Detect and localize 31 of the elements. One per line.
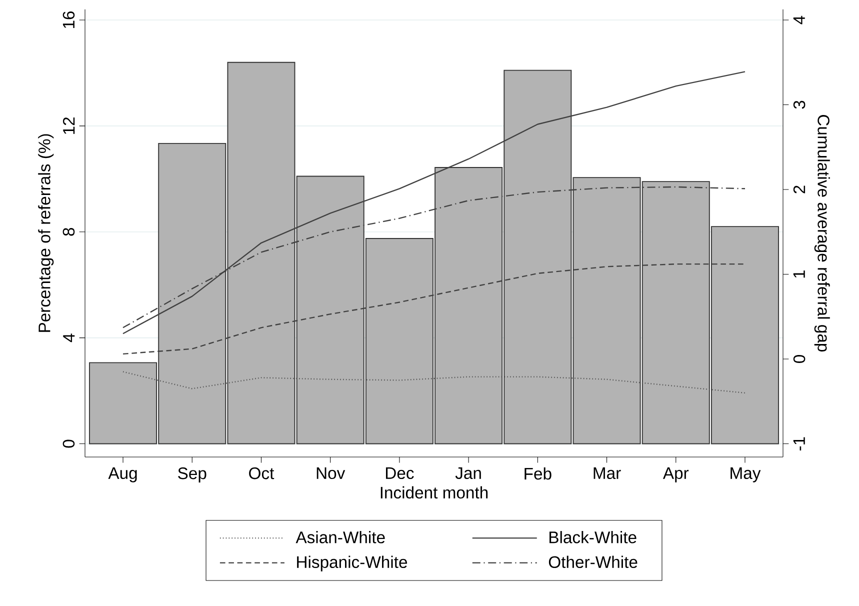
x-tick-label: Dec bbox=[386, 467, 414, 480]
y2-tick-label: 1 bbox=[793, 270, 805, 278]
x-tick-label: Feb bbox=[524, 467, 552, 480]
y2-tick-label: 0 bbox=[793, 355, 806, 364]
y-tick-label: 8 bbox=[62, 228, 75, 236]
y-tick-label: 12 bbox=[62, 118, 75, 134]
y2-tick-label: 4 bbox=[793, 16, 805, 24]
y-tick-label: 4 bbox=[63, 334, 75, 342]
x-tick-label: May bbox=[730, 467, 761, 482]
y2-tick-label: -1 bbox=[793, 437, 805, 450]
y2-tick-label: 3 bbox=[793, 100, 806, 109]
y-tick-label: 0 bbox=[62, 440, 75, 448]
y2-axis-title: Cumulative average referral gap bbox=[814, 114, 830, 352]
x-tick-label: Apr bbox=[662, 467, 689, 482]
x-tick-label: Sep bbox=[178, 467, 206, 482]
line-series bbox=[122, 263, 746, 355]
x-tick-label: Nov bbox=[316, 467, 346, 480]
y-axis-title: Percentage of referrals (%) bbox=[38, 134, 54, 332]
x-axis-title: Incident month bbox=[380, 486, 488, 499]
legend-label: Other-White bbox=[548, 556, 638, 568]
x-tick-label: Jan bbox=[455, 467, 481, 480]
y-tick-label: 16 bbox=[62, 11, 75, 28]
line-series bbox=[122, 371, 746, 394]
legend-label: Black-White bbox=[550, 531, 636, 544]
y2-tick-label: 2 bbox=[793, 186, 806, 194]
line-series bbox=[122, 71, 746, 334]
legend-label: Asian-White bbox=[296, 531, 385, 544]
x-tick-label: Mar bbox=[594, 467, 621, 480]
legend-label: Hispanic-White bbox=[297, 556, 408, 572]
x-tick-label: Oct bbox=[249, 467, 274, 480]
x-tick-label: Aug bbox=[108, 467, 137, 482]
